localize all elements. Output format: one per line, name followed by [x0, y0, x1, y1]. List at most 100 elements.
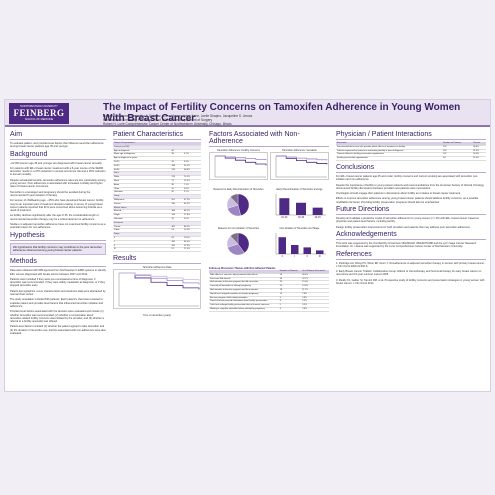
bar — [278, 237, 286, 254]
table-cell: Age at diagnosis — [113, 149, 171, 154]
background-item: As fertility declines significantly afte… — [10, 214, 99, 221]
methods-item: Provider-level factors associated with t… — [10, 310, 104, 324]
table-cell: 335 — [170, 202, 183, 207]
table-cell: 8 — [278, 299, 302, 305]
table-cell: Other — [113, 187, 171, 192]
bar — [291, 245, 299, 254]
affiliation-1: Northwestern University Feinberg School … — [103, 118, 213, 122]
table-cell: 64 — [442, 156, 473, 161]
table-row: Parous 335 62.5% — [113, 202, 201, 207]
table-cell: III — [113, 247, 171, 253]
tick-label: 0 — [282, 255, 284, 258]
series-line — [119, 272, 200, 290]
discussion-col-pct: % of Patients Discussed — [301, 270, 329, 274]
table-row: Parity — [113, 194, 201, 199]
series-line — [119, 272, 200, 285]
table-cell — [182, 156, 201, 161]
bar — [316, 250, 324, 254]
table-cell: 5 — [278, 303, 302, 308]
background-item: ~22,000 women age 45 and younger are dia… — [10, 161, 103, 165]
ack-heading: Acknowledgements — [336, 231, 486, 240]
background-list: ~22,000 women age 45 and younger are dia… — [10, 162, 106, 230]
results-heading: Results — [113, 255, 201, 265]
table-row: Married 368 68.7% — [113, 209, 201, 215]
bar — [296, 202, 306, 215]
table-cell: 37.3% — [182, 244, 201, 249]
discussion-col-n: Number of Patients — [278, 270, 302, 274]
table-cell: 19 — [170, 217, 183, 222]
table-cell: Had intention to become pregnant but did… — [209, 280, 279, 286]
table-cell — [182, 149, 201, 154]
table-cell: 0 — [113, 236, 171, 241]
table-row: Waiting to complete tamoxifen before att… — [209, 307, 329, 312]
table-row: Had intention to become pregnant and the… — [209, 288, 329, 293]
table-cell: 5.8% — [182, 187, 201, 192]
background-item: For patients with ER+ breast cancer, tre… — [10, 166, 106, 177]
table-cell: 35.1% — [182, 164, 201, 169]
table-cell: 368 — [170, 209, 183, 215]
discontinuation-age-bar: 20-29 30-39 40-45 — [275, 194, 326, 219]
table-cell: 12 — [278, 292, 302, 297]
series-line — [119, 272, 200, 282]
column-3: Factors Associated with Non-Adherence Ta… — [209, 131, 329, 312]
discontinuation-pie — [226, 193, 250, 217]
conclusion-item: For ER+ breast cancer patients age 45 an… — [336, 174, 479, 182]
table-row: Nulliparous 201 37.5% — [113, 198, 201, 203]
hypothesis-heading: Hypothesis — [10, 232, 106, 241]
bar-b-title: Non-initiation of Tamoxifen and Stage — [279, 227, 320, 230]
table-row: Marital status — [113, 206, 201, 211]
table-cell: 54 — [170, 228, 183, 234]
table-cell: Single — [113, 213, 171, 218]
table-cell: Patients offered a fertility preservatio… — [336, 152, 443, 158]
table-title: Patient Characteristics — [113, 142, 201, 146]
table-row: Single 149 27.8% — [113, 213, 201, 218]
bar-a-title: Early Discontinuation of Tamoxifen and A… — [276, 188, 323, 191]
methods-item: Patient-level factors included (1) wheth… — [10, 325, 106, 335]
pie-b-title: Reasons for non-initiation of Tamoxifen — [217, 227, 260, 230]
table-cell: 3.7% — [182, 190, 201, 196]
discussion-title: Follow-up Discussion Themes with Non-Adh… — [209, 267, 276, 270]
table-cell — [170, 156, 183, 161]
chart-b-title: Tamoxifen Adherence: Cessation — [282, 149, 317, 152]
table-cell: Nulliparous — [113, 198, 171, 203]
table-cell: 18 — [278, 288, 302, 293]
future-item: Design fertility preservation interventi… — [336, 225, 471, 229]
table-row: Had intention to become pregnant but did… — [209, 280, 329, 286]
tick-label: 20-29 — [281, 216, 288, 219]
interactions-col-encounter: Encounter — [336, 142, 443, 146]
table-cell: 63 — [170, 236, 183, 241]
table-cell: Private — [113, 225, 171, 230]
poster: NORTHWESTERN UNIVERSITY FEINBERG SCHOOL … — [4, 99, 491, 392]
non-initiation-pie — [226, 232, 250, 256]
table-cell: 462 — [170, 225, 183, 230]
table-cell: Currently off tamoxifen to attempt pregn… — [209, 284, 279, 289]
table-cell: 20.0% — [472, 152, 486, 158]
table-cell: Married — [113, 209, 171, 215]
methods-item: Data were obtained with IRB approval fro… — [10, 269, 106, 276]
hypothesis-box: We hypothesize that fertility concerns m… — [10, 242, 106, 256]
table-cell: 68.7% — [182, 209, 201, 215]
non-initiation-stage-bar: 0 I II III — [275, 233, 326, 258]
bar — [312, 207, 323, 215]
table-row: Unknown 19 3.5% — [113, 217, 201, 222]
table-cell: Parity — [113, 194, 171, 199]
table-row: Documented discussion with provider abou… — [336, 145, 486, 150]
table-cell: 149 — [170, 213, 183, 218]
reference-item: 1. Partridge AH, Wang PS, Winer EP, Avor… — [336, 261, 485, 268]
table-cell: 11.7% — [301, 288, 329, 293]
pie-slice — [230, 193, 239, 206]
aim-text: To evaluate patient- and provider-level … — [10, 142, 104, 149]
table-cell: 107 — [442, 152, 473, 158]
table-row: Mean age at diagnosis 38 6.7% — [113, 152, 201, 158]
table-cell: Side effects or concerns about potential… — [209, 273, 279, 278]
northwestern-logo: NORTHWESTERN UNIVERSITY FEINBERG SCHOOL … — [9, 103, 69, 124]
table-cell: 71 — [170, 179, 183, 184]
km-chart — [113, 269, 201, 310]
table-cell: 20-29 — [113, 160, 171, 165]
table-row: Became pregnant while taking tamoxifen 9 5… — [209, 296, 329, 301]
table-cell: Asian — [113, 183, 171, 188]
chart-a-title: Tamoxifen Adherence: Fertility Concerns — [217, 149, 260, 152]
table-row: III 91 17.0% — [113, 247, 201, 253]
table-cell: 14.3% — [301, 284, 329, 289]
table-row: Other 31 5.8% — [113, 187, 201, 192]
